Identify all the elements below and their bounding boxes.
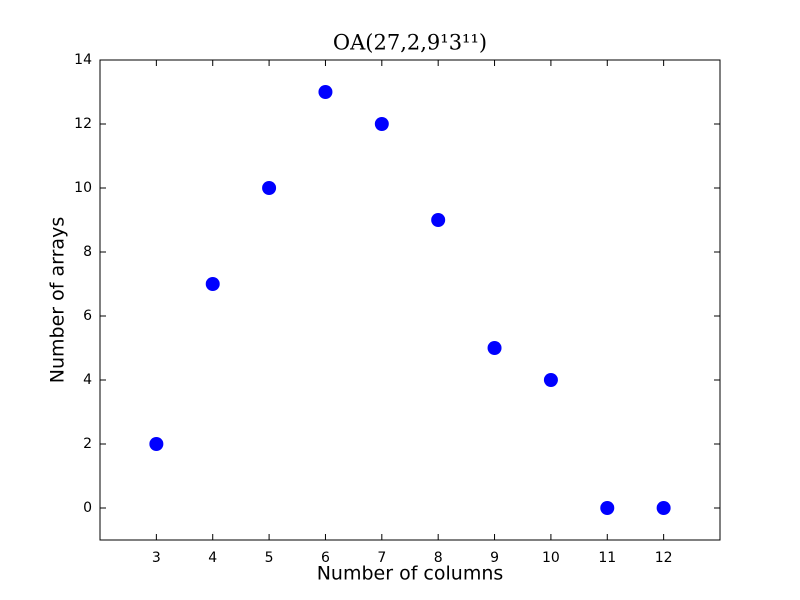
x-tick-label: 10 [542,550,560,566]
y-tick-label: 0 [83,500,92,516]
y-axis-label: Number of arrays [47,217,69,383]
x-tick-label: 4 [208,550,217,566]
point [431,213,446,227]
chart-title: OA(27,2,9¹3¹¹) [333,31,487,55]
point [656,501,671,515]
x-tick-label: 3 [152,550,161,566]
point [374,117,389,131]
x-tick-label: 7 [377,550,386,566]
x-axis-label: Number of columns [317,563,504,585]
point [600,501,615,515]
point [205,277,220,291]
point [262,181,277,195]
x-tick-label: 11 [598,550,616,566]
x-tick-label: 9 [490,550,499,566]
y-tick-label: 6 [83,308,92,324]
y-tick-label: 10 [74,180,92,196]
point [487,341,502,355]
y-tick-label: 4 [83,372,92,388]
plot-frame [99,59,721,541]
y-tick-label: 2 [83,436,92,452]
point [543,373,558,387]
y-tick-label: 12 [74,116,92,132]
x-tick-label: 6 [321,550,330,566]
y-tick-label: 14 [74,52,92,68]
x-tick-label: 8 [434,550,443,566]
y-tick-label: 8 [83,244,92,260]
x-tick-label: 12 [655,550,673,566]
point [318,85,333,99]
x-tick-label: 5 [265,550,274,566]
point [149,437,164,451]
